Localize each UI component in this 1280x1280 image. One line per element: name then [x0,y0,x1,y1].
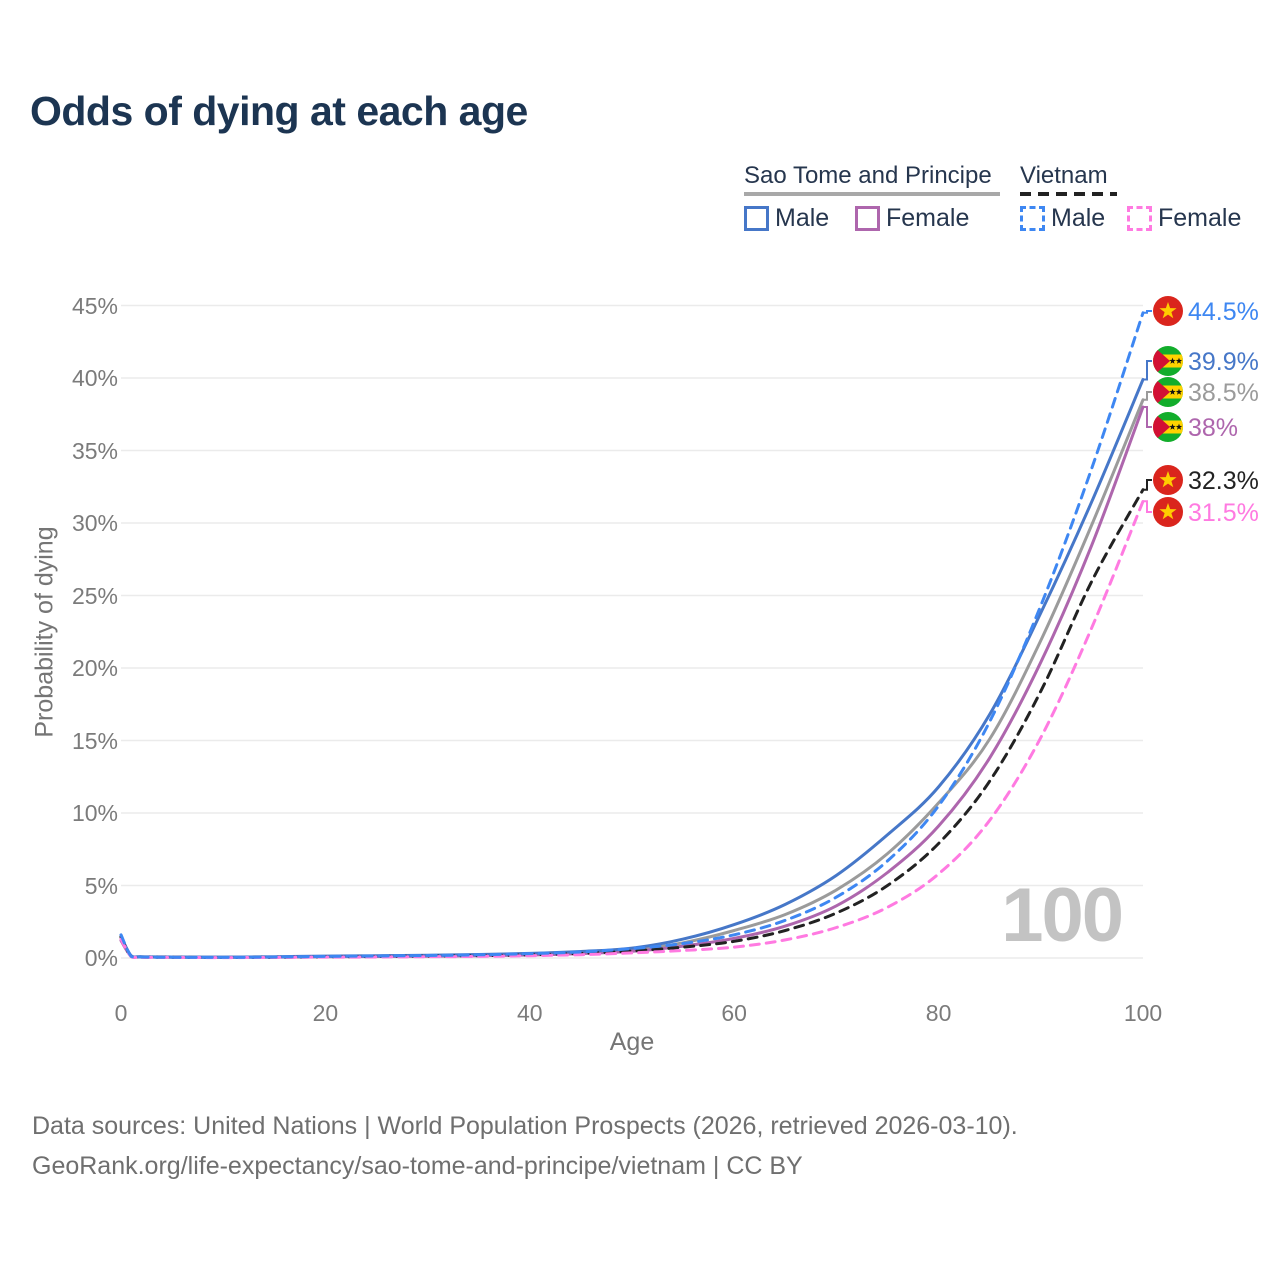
flag-star-2 [1175,423,1183,430]
x-tick-label: 80 [925,1000,952,1026]
legend-label-stp-female: Female [886,204,970,232]
legend-swatch-vn-female-icon [1127,206,1152,231]
y-tick-label: 0% [84,945,118,971]
flag-star-2 [1175,357,1183,364]
y-axis-title: Probability of dying [30,526,59,738]
curve-sao-tome-and-principe-total [119,398,1145,959]
y-tick-label: 20% [71,655,118,681]
end-label-value: 38% [1188,414,1238,442]
legend-label-vn-male: Male [1051,204,1106,232]
flag-parts [1153,346,1183,376]
sao-tome-flag-icon [1153,346,1183,376]
end-label-connector [1143,479,1152,491]
y-tick-label: 25% [71,582,118,609]
age-counter-watermark: 100 [1001,873,1124,958]
legend-group-title-vietnam: Vietnam [1020,162,1108,189]
flag-star-1 [1169,388,1176,395]
end-label-value: 31.5% [1188,499,1259,527]
flag-star-1 [1169,423,1176,430]
x-tick-label: 60 [721,1000,747,1026]
x-tick-label: 0 [114,1000,128,1026]
y-tick-label: 15% [71,727,118,754]
y-tick-label: 45% [71,292,118,319]
legend-swatch-stp-female-icon [855,206,880,231]
end-label-value: 38.5% [1188,379,1259,407]
vietnam-flag-icon [1153,296,1183,326]
flag-parts [1153,377,1183,407]
end-label-connector [1143,391,1152,401]
x-tick-label: 100 [1123,1000,1163,1026]
legend-label-vn-female: Female [1158,204,1242,232]
flag-red-triangle [1153,412,1170,442]
flag-red-triangle [1153,346,1170,376]
sao-tome-flag-icon [1153,377,1183,407]
curve-vietnam-female [119,499,1145,960]
y-tick-label: 10% [71,800,118,826]
x-axis-title: Age [609,1028,655,1056]
legend-group-title-sao-tome: Sao Tome and Principe [744,162,992,189]
curve-vietnam-male [119,311,1145,959]
page-title: Odds of dying at each age [30,88,528,134]
flag-star [1159,503,1177,520]
legend-dashed-line-sample [1020,192,1117,196]
vietnam-flag-icon [1153,497,1183,527]
end-label-connector [1143,406,1152,428]
y-tick-label: 5% [84,872,118,899]
curve-vietnam-total [119,488,1145,960]
curve-sao-tome-and-principe-female [119,405,1145,959]
end-label-value: 39.9% [1188,348,1259,376]
flag-star [1159,471,1177,488]
flag-red-triangle [1153,377,1170,407]
end-label-connector [1143,360,1152,381]
footer-attribution: GeoRank.org/life-expectancy/sao-tome-and… [32,1152,803,1180]
flag-star-1 [1169,357,1176,364]
end-label-value: 44.5% [1188,298,1259,326]
y-tick-label: 40% [71,365,118,391]
flag-star [1159,302,1177,319]
y-tick-label: 35% [71,437,118,464]
x-tick-label: 40 [517,1000,543,1026]
footer-data-sources: Data sources: United Nations | World Pop… [32,1112,1018,1140]
flag-star-2 [1175,388,1183,395]
vietnam-flag-icon [1153,465,1183,495]
legend-swatch-vn-male-icon [1020,206,1045,231]
flag-parts [1153,412,1183,442]
footer: Data sources: United Nations | World Pop… [32,1106,1018,1186]
end-label-connector [1143,310,1152,314]
x-tick-label: 20 [312,1000,339,1026]
y-tick-label: 30% [71,510,118,536]
legend-label-stp-male: Male [775,204,830,232]
end-label-connector [1143,500,1152,513]
end-label-value: 32.3% [1188,467,1259,495]
legend-swatch-stp-male-icon [744,206,769,231]
legend-solid-line-sample [744,192,1000,196]
sao-tome-flag-icon [1153,412,1183,442]
